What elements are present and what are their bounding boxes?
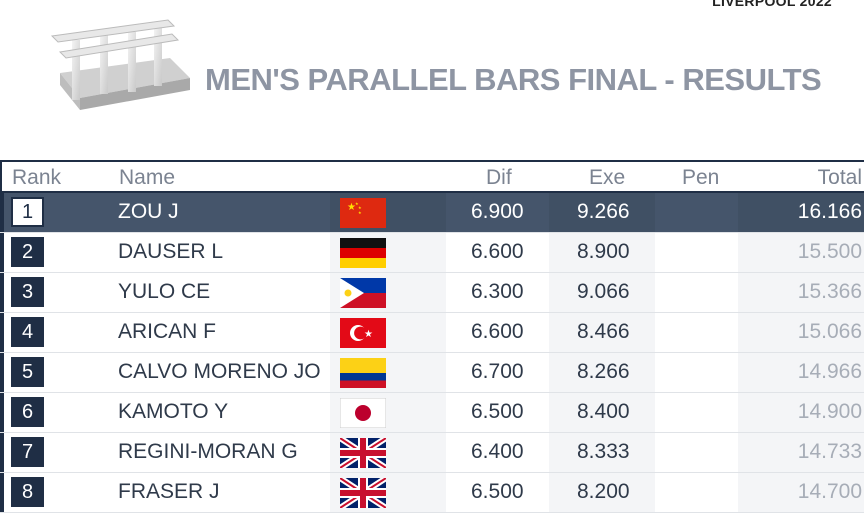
svg-text:★: ★ [364,329,373,340]
rank-strip [0,273,4,312]
total-col-bg [738,433,864,472]
table-header: Rank Name Dif Exe Pen Total [0,160,864,193]
event-tag: LIVERPOOL 2022 [712,0,832,9]
total-col-bg [738,273,864,312]
total-score: 14.900 [797,400,862,423]
total-score: 14.733 [797,440,862,463]
name-col-bg [110,273,330,312]
athlete-name: FRASER J [118,480,220,503]
athlete-name: DAUSER L [118,240,224,263]
exe-col-bg [549,353,655,392]
execution-score: 8.466 [577,320,630,343]
svg-text:★: ★ [358,210,362,215]
col-header-rank: Rank [12,166,62,189]
rank-strip [0,393,4,432]
athlete-name: ZOU J [118,200,179,223]
col-header-total: Total [817,166,862,189]
name-col-bg [110,473,330,512]
rank-badge: 1 [11,197,44,227]
total-score: 15.366 [797,280,862,303]
total-score: 14.966 [797,360,862,383]
table-row: 7 REGINI-MORAN G 6.400 8.333 14.733 [0,433,864,473]
name-col-bg [110,433,330,472]
difficulty-score: 6.900 [471,200,524,223]
total-col-bg [738,473,864,512]
execution-score: 8.200 [577,480,630,503]
rank-strip [0,233,4,272]
exe-col-bg [549,313,655,352]
rank-badge: 2 [11,237,44,267]
results-table: Rank Name Dif Exe Pen Total 1 ZOU J ★ ★ ★ ★ 6.… [0,160,864,513]
total-score: 15.066 [797,320,862,343]
difficulty-score: 6.500 [471,400,524,423]
table-row: 3 YULO CE 6.300 9.066 15.366 [0,273,864,313]
difficulty-score: 6.700 [471,360,524,383]
difficulty-score: 6.600 [471,240,524,263]
total-score: 14.700 [797,480,862,503]
exe-col-bg [549,473,655,512]
rank-badge: 7 [11,437,44,467]
athlete-name: YULO CE [118,280,211,303]
total-col-bg [738,313,864,352]
execution-score: 8.900 [577,240,630,263]
table-row: 2 DAUSER L 6.600 8.900 15.500 [0,233,864,273]
total-col-bg [738,393,864,432]
name-col-bg [110,353,330,392]
name-col-bg [110,233,330,272]
col-header-dif: Dif [486,166,512,189]
rank-badge: 5 [11,357,44,387]
total-score: 16.166 [797,200,862,223]
total-col-bg [738,233,864,272]
col-header-exe: Exe [589,166,626,189]
exe-col-bg [549,233,655,272]
difficulty-score: 6.400 [471,440,524,463]
rank-strip [0,433,4,472]
rank-strip [0,313,4,352]
rank-strip [0,353,4,392]
difficulty-score: 6.300 [471,280,524,303]
difficulty-score: 6.500 [471,480,524,503]
table-row: 8 FRASER J 6.500 8.200 14.700 [0,473,864,513]
svg-text:★: ★ [355,201,359,206]
rank-badge: 8 [11,477,44,507]
athlete-name: KAMOTO Y [118,400,229,423]
athlete-name: REGINI-MORAN G [118,440,298,463]
execution-score: 8.333 [577,440,630,463]
execution-score: 8.400 [577,400,630,423]
exe-col-bg [549,393,655,432]
rank-badge: 6 [11,397,44,427]
table-row: 6 KAMOTO Y 6.500 8.400 14.900 [0,393,864,433]
svg-text:★: ★ [358,205,362,210]
table-row: 1 ZOU J ★ ★ ★ ★ 6.900 9.266 16.166 [0,193,864,233]
execution-score: 8.266 [577,360,630,383]
rank-badge: 4 [11,317,44,347]
exe-col-bg [549,273,655,312]
name-col-bg [110,393,330,432]
rank-badge: 3 [11,277,44,307]
total-col-bg [738,353,864,392]
athlete-name: ARICAN F [118,320,217,343]
col-header-name: Name [119,166,176,189]
total-col-bg [738,193,864,232]
rank-strip [0,193,4,232]
parallel-bars-icon [50,19,190,110]
exe-col-bg [549,433,655,472]
total-score: 15.500 [797,240,862,263]
exe-col-bg [549,193,655,232]
rank-strip [0,473,4,512]
table-row: 5 CALVO MORENO JO 6.700 8.266 14.966 [0,353,864,393]
svg-text:★: ★ [347,202,356,213]
execution-score: 9.266 [577,200,630,223]
athlete-name: CALVO MORENO JO [118,360,321,383]
col-header-pen: Pen [682,166,720,189]
page-title: MEN'S PARALLEL BARS FINAL - RESULTS [205,62,822,97]
execution-score: 9.066 [577,280,630,303]
name-col-bg [110,313,330,352]
table-row: 4 ARICAN F ★ 6.600 8.466 15.066 [0,313,864,353]
difficulty-score: 6.600 [471,320,524,343]
